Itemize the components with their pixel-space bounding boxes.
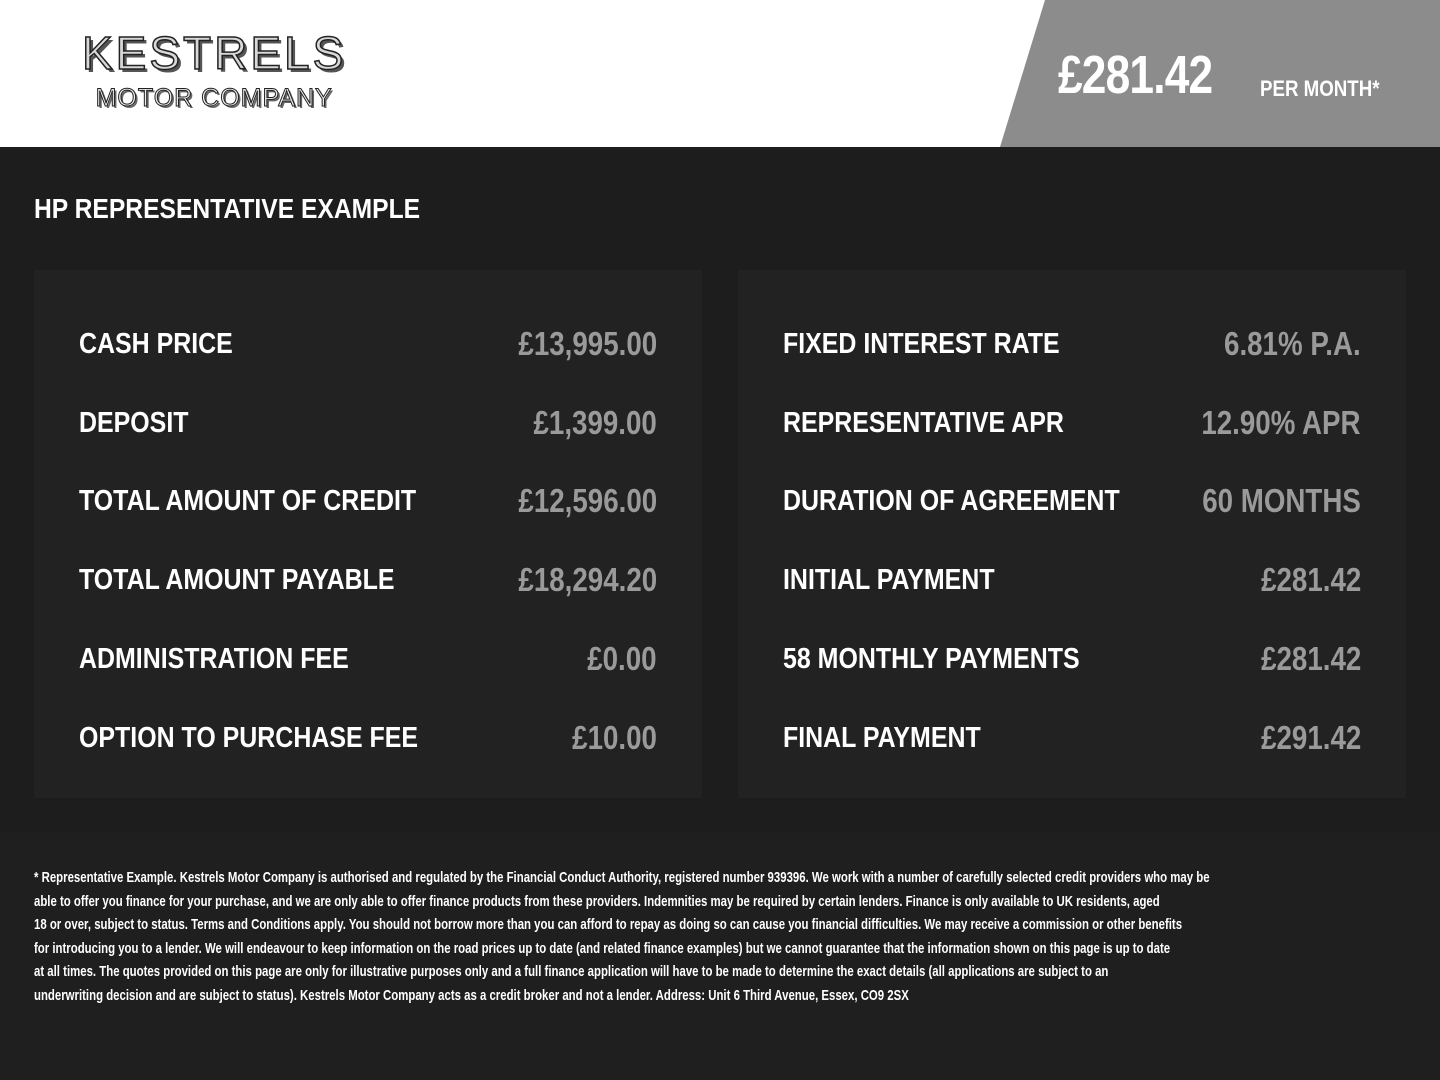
row-label: DEPOSIT [79,407,189,439]
logo-main-text: KESTRELS [81,27,347,79]
row-value: £10.00 [572,719,657,756]
finance-row: OPTION TO PURCHASE FEE £10.00 [34,719,702,762]
row-value: £13,995.00 [518,325,657,362]
row-label: OPTION TO PURCHASE FEE [79,722,419,754]
finance-row: DEPOSIT £1,399.00 [34,404,702,447]
row-value: £281.42 [1260,561,1361,598]
company-logo: KESTRELS MOTOR COMPANY [81,27,347,113]
row-label: CASH PRICE [79,328,233,360]
row-label: TOTAL AMOUNT OF CREDIT [79,485,417,517]
row-value: £281.42 [1260,640,1361,677]
row-value: 60 MONTHS [1202,482,1361,519]
per-month-label: PER MONTH* [1260,76,1380,101]
finance-row: TOTAL AMOUNT PAYABLE £18,294.20 [34,561,702,604]
row-label: 58 MONTHLY PAYMENTS [783,643,1080,675]
row-value: 6.81% P.A. [1224,325,1361,362]
row-value: 12.90% APR [1201,404,1361,441]
section-title: HP REPRESENTATIVE EXAMPLE [34,193,421,224]
finance-row: ADMINISTRATION FEE £0.00 [34,640,702,683]
finance-row: FINAL PAYMENT £291.42 [738,719,1406,762]
row-label: DURATION OF AGREEMENT [783,485,1120,517]
row-value: £0.00 [587,640,657,677]
price-banner [1000,0,1440,147]
finance-row: CASH PRICE £13,995.00 [34,325,702,368]
finance-row: 58 MONTHLY PAYMENTS £281.42 [738,640,1406,683]
finance-row: TOTAL AMOUNT OF CREDIT £12,596.00 [34,482,702,525]
row-value: £12,596.00 [518,482,657,519]
row-label: ADMINISTRATION FEE [79,643,349,675]
disclaimer-line: * Representative Example. Kestrels Motor… [34,869,1210,886]
finance-row: FIXED INTEREST RATE 6.81% P.A. [738,325,1406,368]
row-label: TOTAL AMOUNT PAYABLE [79,564,395,596]
finance-row: INITIAL PAYMENT £281.42 [738,561,1406,604]
finance-panel-left: CASH PRICE £13,995.00 DEPOSIT £1,399.00 TO… [34,270,702,798]
disclaimer-line: at all times. The quotes provided on thi… [34,963,1109,980]
header: KESTRELS MOTOR COMPANY £281.42 PER MONTH… [0,0,1440,147]
row-label: INITIAL PAYMENT [783,564,995,596]
row-label: FIXED INTEREST RATE [783,328,1060,360]
row-label: REPRESENTATIVE APR [783,407,1064,439]
disclaimer-line: able to offer you finance for your purch… [34,893,1160,910]
finance-row: DURATION OF AGREEMENT 60 MONTHS [738,482,1406,525]
row-value: £291.42 [1260,719,1361,756]
disclaimer-footer: * Representative Example. Kestrels Motor… [0,832,1440,1080]
row-label: FINAL PAYMENT [783,722,981,754]
disclaimer-line: underwriting decision and are subject to… [34,987,909,1004]
row-value: £18,294.20 [518,561,657,598]
logo-sub-text: MOTOR COMPANY [95,84,333,113]
finance-panel-right: FIXED INTEREST RATE 6.81% P.A. REPRESENTA… [738,270,1406,798]
disclaimer-line: 18 or over, subject to status. Terms and… [34,916,1183,933]
disclaimer-line: for introducing you to a lender. We will… [34,940,1171,957]
monthly-price: £281.42 [1058,45,1213,105]
finance-row: REPRESENTATIVE APR 12.90% APR [738,404,1406,447]
row-value: £1,399.00 [533,404,657,441]
